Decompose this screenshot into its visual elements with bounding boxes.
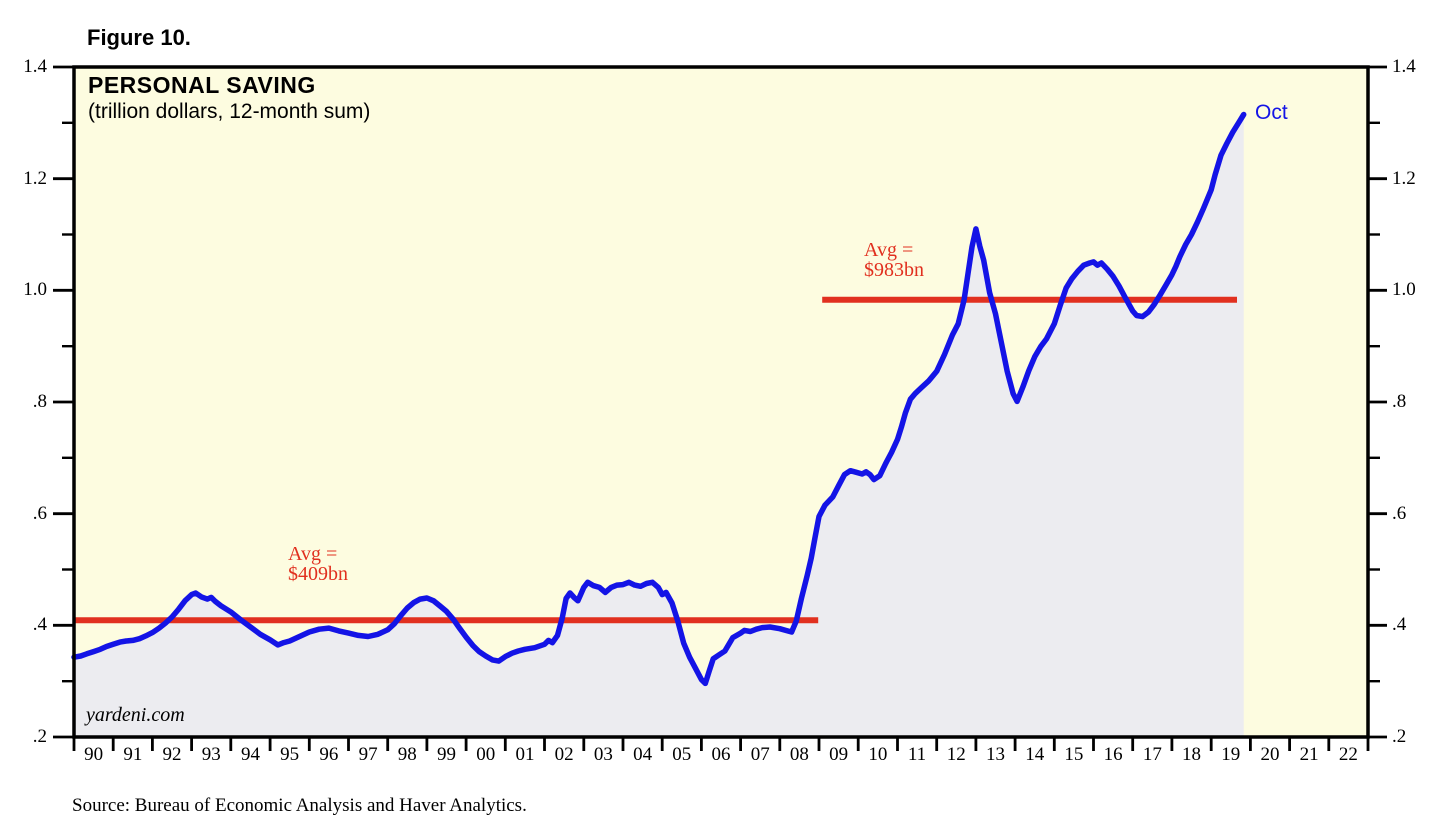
chart-subtitle: (trillion dollars, 12-month sum) — [88, 100, 371, 123]
y-axis-tick-label-right: .2 — [1392, 726, 1407, 747]
x-axis-tick-label: 91 — [123, 744, 143, 765]
x-axis-tick-label: 03 — [593, 744, 613, 765]
x-axis-tick-label: 15 — [1064, 744, 1084, 765]
x-axis-tick-label: 12 — [946, 744, 966, 765]
x-axis-tick-label: 05 — [672, 744, 692, 765]
y-axis-tick-label-right: 1.2 — [1392, 167, 1416, 189]
avg-annotation-1-line1: Avg = — [288, 543, 338, 565]
y-axis-tick-label-left: .2 — [32, 726, 47, 747]
x-axis-tick-label: 17 — [1142, 744, 1162, 765]
last-point-label: Oct — [1255, 101, 1288, 124]
x-axis-tick-label: 08 — [789, 744, 809, 765]
x-axis-tick-label: 95 — [280, 744, 300, 765]
y-axis-tick-label-right: .4 — [1392, 614, 1407, 636]
y-axis-tick-label-right: .6 — [1392, 502, 1407, 524]
x-axis-tick-label: 01 — [515, 744, 535, 765]
watermark: yardeni.com — [86, 704, 185, 726]
y-axis-tick-label-left: .8 — [32, 391, 47, 412]
x-axis-tick-label: 13 — [985, 744, 1005, 765]
x-axis-tick-label: 16 — [1103, 744, 1123, 765]
x-axis-tick-label: 99 — [437, 744, 456, 765]
source-note: Source: Bureau of Economic Analysis and … — [72, 795, 527, 816]
plot-frame — [72, 65, 1370, 739]
x-axis-tick-label: 20 — [1260, 744, 1280, 765]
area-fill — [74, 114, 1244, 737]
x-axis-tick-label: 00 — [476, 744, 496, 765]
x-axis-tick-label: 93 — [201, 744, 221, 765]
y-axis-tick-label-left: 1.2 — [23, 167, 47, 189]
x-axis-tick-label: 02 — [554, 744, 574, 765]
x-axis-tick-label: 14 — [1025, 744, 1045, 765]
x-axis-tick-label: 22 — [1338, 744, 1358, 765]
y-axis-tick-label-left: 1.4 — [23, 56, 47, 77]
avg-annotation-2-line2: $983bn — [864, 259, 924, 281]
x-axis-tick-label: 21 — [1299, 744, 1319, 765]
y-axis-tick-label-left: 1.0 — [23, 279, 47, 301]
y-axis-tick-label-left: .6 — [32, 502, 47, 524]
x-axis-tick-label: 98 — [397, 744, 417, 765]
avg-annotation-2-line1: Avg = — [864, 239, 914, 261]
y-axis-tick-label-left: .4 — [32, 614, 47, 636]
x-axis-tick-label: 11 — [907, 744, 927, 765]
avg-annotation-1: Avg = $409bn — [288, 544, 348, 584]
x-axis-tick-label: 10 — [868, 744, 888, 765]
avg-annotation-1-line2: $409bn — [288, 563, 348, 585]
avg-annotation-2: Avg = $983bn — [864, 240, 924, 280]
x-axis-tick-label: 92 — [162, 744, 182, 765]
chart-title: PERSONAL SAVING — [88, 72, 316, 98]
x-axis-tick-label: 07 — [750, 744, 770, 765]
x-axis-tick-label: 04 — [633, 744, 653, 765]
x-axis-tick-label: 09 — [829, 744, 849, 765]
x-axis-tick-label: 18 — [1182, 744, 1202, 765]
y-axis-tick-label-right: 1.4 — [1392, 56, 1416, 77]
x-axis-tick-label: 90 — [84, 744, 104, 765]
x-axis-tick-label: 94 — [240, 744, 260, 765]
y-axis-tick-label-right: 1.0 — [1392, 279, 1416, 301]
x-axis-tick-label: 96 — [319, 744, 339, 765]
saving-line — [71, 111, 1247, 687]
x-axis-tick-label: 19 — [1221, 744, 1241, 765]
figure-label: Figure 10. — [87, 25, 191, 50]
y-axis-tick-label-right: .8 — [1392, 391, 1407, 412]
x-axis-tick-label: 06 — [711, 744, 731, 765]
x-axis-tick-label: 97 — [358, 744, 378, 765]
